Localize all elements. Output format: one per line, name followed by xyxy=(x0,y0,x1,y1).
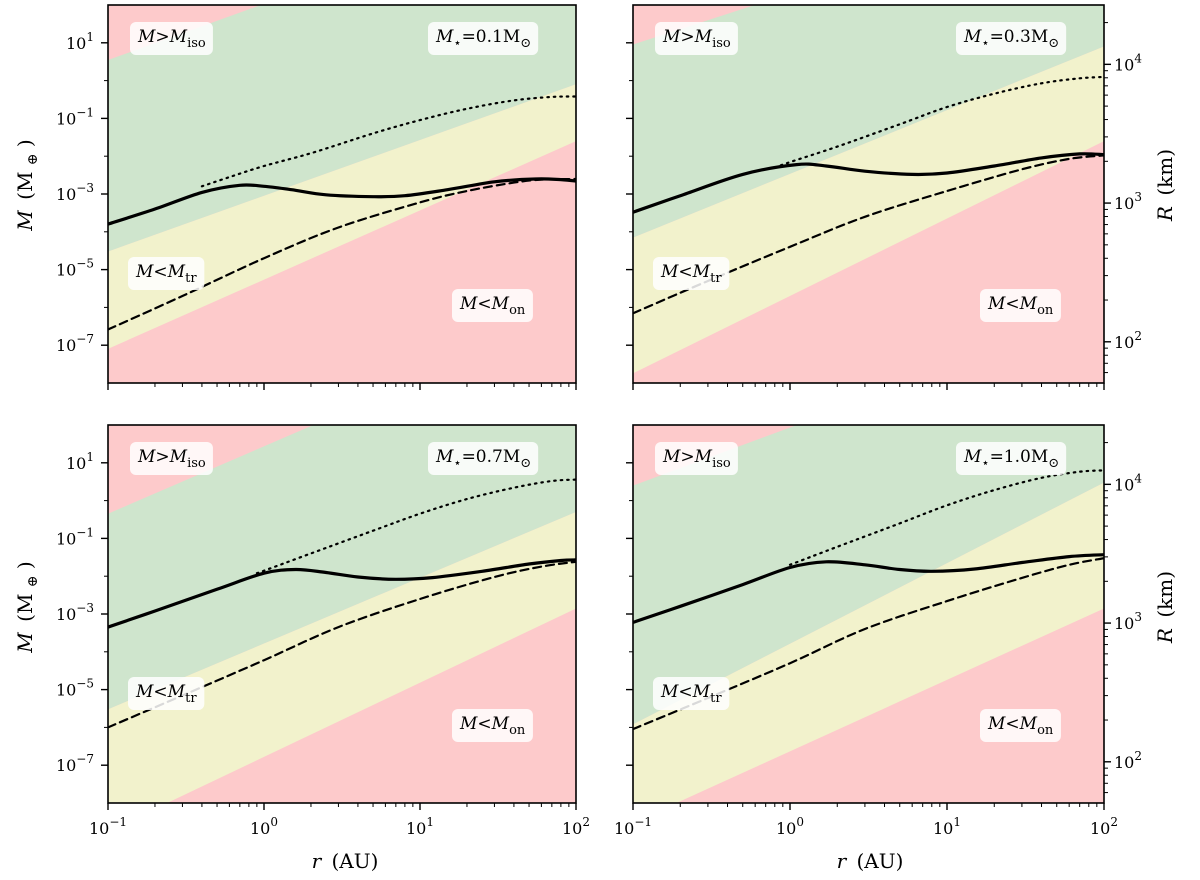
growth-track-solid-line xyxy=(108,558,576,629)
star-mass-label: M⋆=0.3M⊙ xyxy=(956,22,1067,55)
svg-text:R (km): R (km) xyxy=(1153,149,1177,222)
y-tick-label: 10−3 xyxy=(56,181,94,204)
svg-text:M⋆=0.3M⊙: M⋆=0.3M⊙ xyxy=(963,27,1059,51)
x-tick-label: 102 xyxy=(562,815,590,838)
label-m-less-m-on: M<Mon xyxy=(980,709,1061,742)
panels-layer: M>Miso M<Mtr M<Mon M⋆=0.1M⊙ 101 10−1 10−3 10−5 1… xyxy=(56,4,1142,838)
svg-text:M>Miso: M>Miso xyxy=(137,27,206,51)
x-axis-label-right: r (AU) xyxy=(837,849,904,873)
region-yellow-band xyxy=(108,511,576,803)
right-tick-label: 102 xyxy=(1114,329,1142,352)
region-yellow-band xyxy=(633,46,1104,374)
region-green-band xyxy=(633,425,1104,725)
x-axis-label-left: r (AU) xyxy=(312,849,379,873)
x-tick-label: 10−1 xyxy=(614,815,652,838)
chart-panel-3: M>Miso M<Mtr M<Mon M⋆=0.7M⊙ 10−1 100 101 102 101… xyxy=(56,424,590,838)
region-green-band xyxy=(633,5,1104,238)
svg-text:M<Mon: M<Mon xyxy=(459,714,526,738)
label-m-less-m-tr: M<Mtr xyxy=(128,677,205,710)
svg-text:M⋆=1.0M⊙: M⋆=1.0M⊙ xyxy=(963,447,1059,471)
right-tick-label: 104 xyxy=(1114,51,1142,74)
x-tick-label: 101 xyxy=(406,815,434,838)
region-green-band xyxy=(108,425,576,710)
label-m-less-m-on: M<Mon xyxy=(452,289,533,322)
growth-track-solid-line xyxy=(633,553,1104,624)
isolation-mass-dotted-line xyxy=(773,75,1104,169)
y-tick-label: 10−7 xyxy=(56,752,94,775)
plot-area xyxy=(633,425,1104,803)
y-axis-label-top-right: R (km) xyxy=(1153,149,1177,222)
y-tick-label: 10−7 xyxy=(56,332,94,355)
x-tick-label: 100 xyxy=(776,815,804,838)
y-tick-label: 10−5 xyxy=(56,257,94,280)
y-axis-label-bottom-left: M (M ⊕ ) xyxy=(13,561,42,653)
x-tick-label: 10−1 xyxy=(89,815,127,838)
label-m-less-m-tr: M<Mtr xyxy=(653,257,730,290)
y-tick-label: 10−1 xyxy=(56,525,94,548)
star-mass-label: M⋆=1.0M⊙ xyxy=(956,442,1067,475)
svg-text:M<Mtr: M<Mtr xyxy=(660,262,722,286)
transition-mass-dashed-line xyxy=(108,560,576,729)
label-m-less-m-tr: M<Mtr xyxy=(653,677,730,710)
y-tick-label: 101 xyxy=(66,30,94,53)
svg-text:M>Miso: M>Miso xyxy=(662,447,731,471)
svg-text:M<Mon: M<Mon xyxy=(459,294,526,318)
chart-panel-2: M>Miso M<Mtr M<Mon M⋆=0.3M⊙ 104 103 102 xyxy=(626,4,1142,390)
label-m-less-m-on: M<Mon xyxy=(452,709,533,742)
svg-text:M⋆=0.1M⊙: M⋆=0.1M⊙ xyxy=(435,27,531,51)
plot-area xyxy=(633,5,1104,383)
y-tick-label: 10−1 xyxy=(56,105,94,128)
right-tick-label: 103 xyxy=(1114,610,1142,633)
svg-text:M<Mtr: M<Mtr xyxy=(135,682,197,706)
right-tick-label: 103 xyxy=(1114,190,1142,213)
chart-panel-4: M>Miso M<Mtr M<Mon M⋆=1.0M⊙ 10−1 100 101 102 104… xyxy=(614,424,1142,838)
svg-text:M<Mon: M<Mon xyxy=(987,714,1054,738)
svg-text:M (M ⊕ ): M (M ⊕ ) xyxy=(13,139,42,231)
isolation-mass-dotted-line xyxy=(200,95,576,188)
x-tick-label: 102 xyxy=(1090,815,1118,838)
plot-area xyxy=(108,425,576,803)
label-m-less-m-tr: M<Mtr xyxy=(128,257,205,290)
svg-text:M<Mon: M<Mon xyxy=(987,294,1054,318)
growth-track-solid-line xyxy=(108,177,576,226)
label-m-greater-m-iso: M>Miso xyxy=(655,22,738,55)
region-yellow-band xyxy=(108,84,576,349)
label-m-less-m-on: M<Mon xyxy=(980,289,1061,322)
isolation-mass-dotted-line xyxy=(255,478,576,575)
y-tick-label: 10−3 xyxy=(56,601,94,624)
right-tick-label: 104 xyxy=(1114,471,1142,494)
label-m-greater-m-iso: M>Miso xyxy=(655,442,738,475)
chart-panel-1: M>Miso M<Mtr M<Mon M⋆=0.1M⊙ 101 10−1 10−3 10−5 1… xyxy=(56,4,577,390)
svg-text:M>Miso: M>Miso xyxy=(662,27,731,51)
svg-text:M<Mtr: M<Mtr xyxy=(660,682,722,706)
star-mass-label: M⋆=0.1M⊙ xyxy=(428,22,539,55)
isolation-mass-dotted-line xyxy=(788,469,1104,566)
y-tick-label: 10−5 xyxy=(56,677,94,700)
svg-text:M<Mtr: M<Mtr xyxy=(135,262,197,286)
plot-area xyxy=(108,5,576,383)
svg-text:M>Miso: M>Miso xyxy=(137,447,206,471)
y-axis-label-top-left: M (M ⊕ ) xyxy=(13,139,42,231)
label-m-greater-m-iso: M>Miso xyxy=(130,22,213,55)
star-mass-label: M⋆=0.7M⊙ xyxy=(428,442,539,475)
svg-text:R (km): R (km) xyxy=(1153,571,1177,644)
growth-track-solid-line xyxy=(633,152,1104,214)
region-green-band xyxy=(108,5,576,252)
x-tick-label: 101 xyxy=(933,815,961,838)
right-tick-label: 102 xyxy=(1114,749,1142,772)
y-tick-label: 101 xyxy=(66,450,94,473)
label-m-greater-m-iso: M>Miso xyxy=(130,442,213,475)
svg-text:M (M ⊕ ): M (M ⊕ ) xyxy=(13,561,42,653)
svg-text:M⋆=0.7M⊙: M⋆=0.7M⊙ xyxy=(435,447,531,471)
region-yellow-band xyxy=(633,482,1104,803)
x-tick-label: 100 xyxy=(250,815,278,838)
y-axis-label-bottom-right: R (km) xyxy=(1153,571,1177,644)
